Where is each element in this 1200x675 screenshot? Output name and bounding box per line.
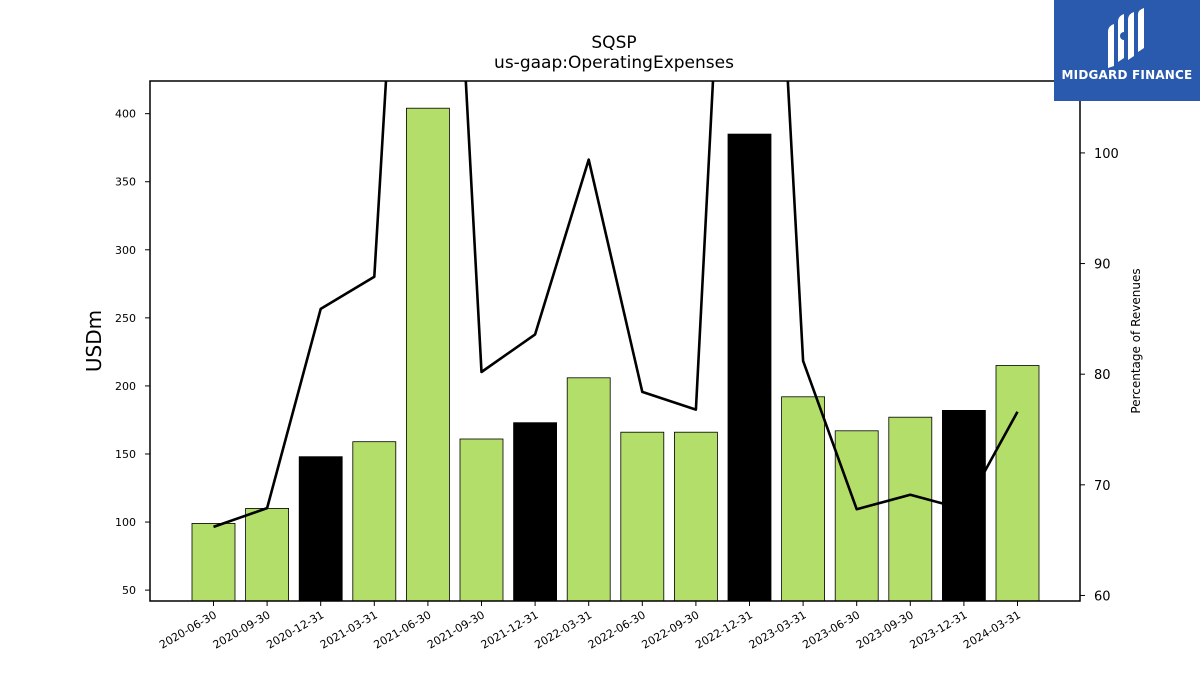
left-axis: 50 100 150 200 250 300 350 400 [115, 108, 150, 597]
bar-2023-09-30 [888, 416, 933, 602]
logo-text: MIDGARD FINANCE [1061, 68, 1193, 82]
x-tick-label-2021-09-30: 2021-09-30 [425, 608, 487, 651]
y-axis-label-right: Percentage of Revenues [1129, 268, 1143, 413]
bar-2020-09-30 [245, 507, 290, 602]
y-tick-label-150: 150 [115, 448, 136, 461]
x-tick-label-2022-03-31: 2022-03-31 [532, 608, 594, 651]
x-tick-label-2022-09-30: 2022-09-30 [640, 608, 702, 651]
x-tick-label-2022-06-30: 2022-06-30 [586, 608, 648, 651]
x-axis: 2020-06-302020-09-302020-12-312021-03-31… [157, 601, 1023, 652]
bar-2022-06-30 [620, 431, 665, 602]
y-tick-label-50: 50 [122, 584, 136, 597]
plot-frame [149, 80, 1081, 602]
logo-mark-icon [1108, 8, 1144, 68]
x-tick-label-2021-06-30: 2021-06-30 [372, 608, 434, 651]
chart-title: SQSP [591, 33, 636, 53]
y2-tick-label-100: 100 [1094, 147, 1119, 162]
x-tick-label-2020-09-30: 2020-09-30 [211, 608, 273, 651]
bar-2022-12-31 [727, 133, 772, 602]
bar-2021-06-30 [405, 107, 450, 602]
x-tick-label-2020-12-31: 2020-12-31 [264, 608, 326, 651]
y2-tick-label-70: 70 [1094, 479, 1111, 494]
bar-2021-12-31 [513, 422, 557, 602]
x-tick-label-2021-12-31: 2021-12-31 [479, 608, 541, 651]
bar-2022-09-30 [674, 431, 718, 602]
x-tick-label-2023-06-30: 2023-06-30 [800, 608, 862, 651]
bar-2023-03-31 [781, 396, 825, 602]
bar-2022-03-31 [566, 377, 611, 602]
line-group [213, 81, 1019, 529]
x-tick-label-2023-03-31: 2023-03-31 [747, 608, 809, 651]
y2-tick-label-60: 60 [1094, 589, 1111, 604]
y-tick-label-350: 350 [115, 176, 136, 189]
bar-2020-06-30 [191, 523, 236, 602]
chart-subtitle: us-gaap:OperatingExpenses [494, 53, 734, 73]
y-tick-label-400: 400 [115, 108, 136, 121]
x-tick-label-2021-03-31: 2021-03-31 [318, 608, 380, 651]
y-tick-label-300: 300 [115, 244, 136, 257]
x-tick-label-2020-06-30: 2020-06-30 [157, 608, 219, 651]
x-tick-label-2023-09-30: 2023-09-30 [854, 608, 916, 651]
x-tick-label-2022-12-31: 2022-12-31 [693, 608, 755, 651]
bar-2020-12-31 [298, 456, 343, 602]
right-axis: 60 70 80 90 100 [1080, 147, 1119, 604]
bar-2024-03-31 [995, 365, 1040, 602]
y-axis-label-left: USDm [82, 310, 106, 372]
midgard-finance-logo: MIDGARD FINANCE [1054, 0, 1200, 101]
y-tick-label-250: 250 [115, 312, 136, 325]
x-tick-label-2024-03-31: 2024-03-31 [961, 608, 1023, 651]
bar-2021-09-30 [459, 438, 504, 602]
y2-tick-label-90: 90 [1094, 258, 1111, 273]
y-tick-label-100: 100 [115, 516, 136, 529]
y-tick-label-200: 200 [115, 380, 136, 393]
x-tick-label-2023-12-31: 2023-12-31 [908, 608, 970, 651]
bars-group [191, 107, 1040, 602]
bar-2021-03-31 [352, 441, 397, 602]
y2-tick-label-80: 80 [1094, 368, 1111, 383]
line-series [213, 81, 1019, 529]
bar-2023-06-30 [834, 430, 879, 602]
